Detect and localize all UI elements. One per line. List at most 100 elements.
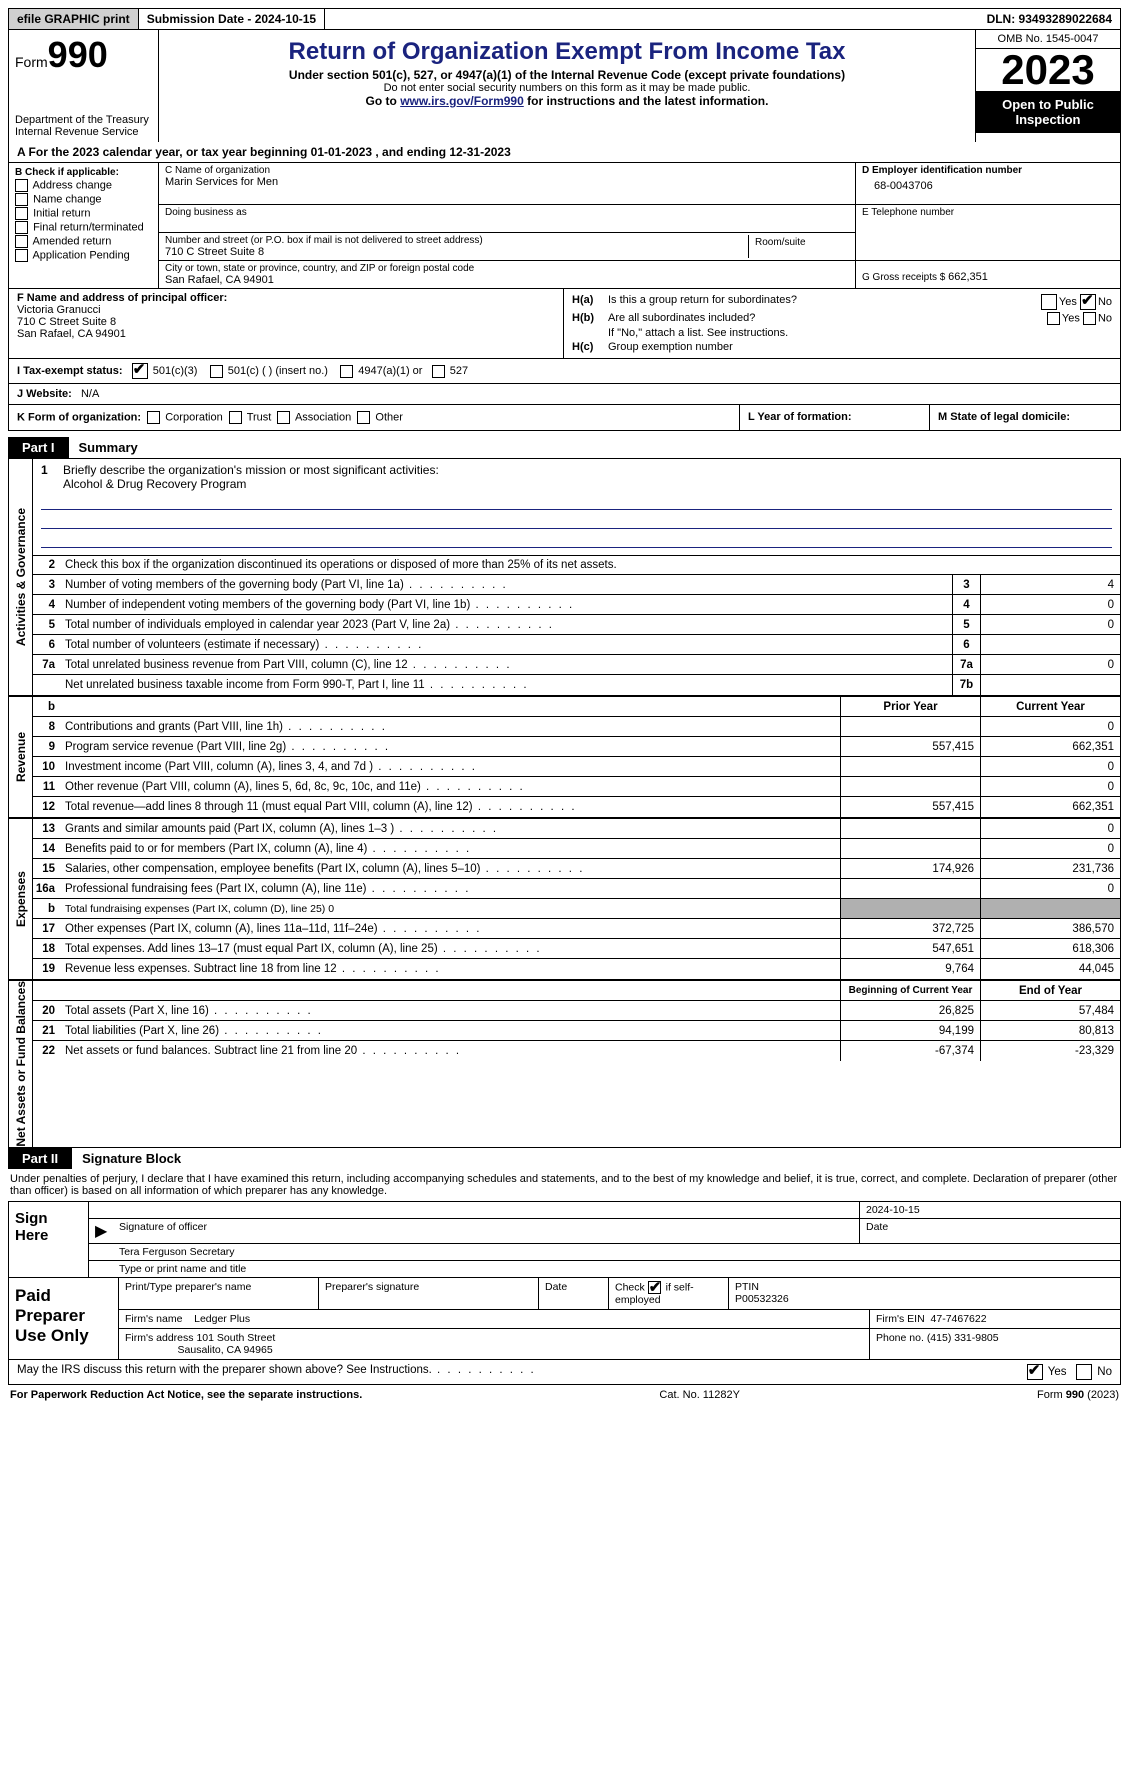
opt-app-pending-label: Application Pending xyxy=(32,249,129,261)
firm-name-row: Firm's name Ledger Plus Firm's EIN 47-74… xyxy=(119,1310,1120,1329)
header-right: OMB No. 1545-0047 2023 Open to Public In… xyxy=(975,30,1120,142)
line-i: I Tax-exempt status: 501(c)(3) 501(c) ( … xyxy=(8,359,1121,384)
room-hint: Room/suite xyxy=(755,237,843,248)
form-title: Return of Organization Exempt From Incom… xyxy=(169,38,965,66)
form-label: Form xyxy=(15,54,48,70)
officer-name: Victoria Granucci xyxy=(17,304,555,316)
street-hint: Number and street (or P.O. box if mail i… xyxy=(165,235,748,246)
k-label: K Form of organization: xyxy=(17,411,141,423)
hb-yes-checkbox[interactable] xyxy=(1047,312,1060,325)
tel-hint: E Telephone number xyxy=(862,207,1114,218)
part-1-title: Summary xyxy=(69,437,148,458)
may-no-checkbox[interactable] xyxy=(1076,1364,1092,1380)
hb-yes-label: Yes xyxy=(1062,312,1080,324)
column-d: D Employer identification number 68-0043… xyxy=(855,163,1120,288)
hb-label: H(b) xyxy=(572,312,604,324)
gross-cell: G Gross receipts $ 662,351 xyxy=(856,261,1120,285)
sig-date-row: 2024-10-15 xyxy=(89,1202,1120,1219)
exp-row-13: 13Grants and similar amounts paid (Part … xyxy=(33,819,1120,839)
paperwork-notice: For Paperwork Reduction Act Notice, see … xyxy=(10,1389,362,1401)
form-subtitle-3: Go to www.irs.gov/Form990 for instructio… xyxy=(169,94,965,108)
line-2: 2 Check this box if the organization dis… xyxy=(33,555,1120,575)
hb-no-checkbox[interactable] xyxy=(1083,312,1096,325)
open-inspection: Open to Public Inspection xyxy=(976,91,1120,133)
k-trust-label: Trust xyxy=(247,411,272,423)
mission-prompt: Briefly describe the organization's miss… xyxy=(63,463,439,477)
gov-row-7b: Net unrelated business taxable income fr… xyxy=(33,675,1120,695)
efile-print-button[interactable]: efile GRAPHIC print xyxy=(9,9,139,29)
exp-row-15: 15Salaries, other compensation, employee… xyxy=(33,859,1120,879)
501c3-label: 501(c)(3) xyxy=(153,365,198,377)
ha-no-label: No xyxy=(1098,296,1112,308)
527-checkbox[interactable] xyxy=(432,365,445,378)
form-number: Form990 xyxy=(15,34,152,76)
opt-app-pending[interactable]: Application Pending xyxy=(15,249,152,262)
dln-label: DLN: 93493289022684 xyxy=(979,9,1120,29)
opt-initial-return[interactable]: Initial return xyxy=(15,207,152,220)
ha-label: H(a) xyxy=(572,294,604,306)
line-2-desc: Check this box if the organization disco… xyxy=(61,557,1120,573)
4947-label: 4947(a)(1) or xyxy=(358,365,422,377)
gov-section: Activities & Governance 1Briefly describ… xyxy=(8,458,1121,696)
hb-note: If "No," attach a list. See instructions… xyxy=(608,327,1112,339)
sig-date-hint: Date xyxy=(860,1219,1120,1243)
officer-h-row: F Name and address of principal officer:… xyxy=(8,289,1121,359)
opt-final-return[interactable]: Final return/terminated xyxy=(15,221,152,234)
city-cell: City or town, state or province, country… xyxy=(159,261,855,288)
gov-row-3: 3Number of voting members of the governi… xyxy=(33,575,1120,595)
ein-value: 68-0043706 xyxy=(862,176,1114,192)
goto-post: for instructions and the latest informat… xyxy=(524,94,769,108)
year-formation: L Year of formation: xyxy=(740,405,930,430)
paid-preparer-grid: Paid Preparer Use Only Print/Type prepar… xyxy=(8,1278,1121,1360)
sig-name-hint-row: Type or print name and title xyxy=(89,1261,1120,1277)
opt-initial-return-label: Initial return xyxy=(33,207,90,219)
website-label: J Website: xyxy=(17,388,72,400)
self-employed-checkbox[interactable] xyxy=(648,1281,661,1294)
header-left: Form990 Department of the Treasury Inter… xyxy=(9,30,159,142)
org-name: Marin Services for Men xyxy=(165,176,849,188)
hb-row: H(b) Are all subordinates included? Yes … xyxy=(572,312,1112,325)
self-employed-cell: Check if self-employed xyxy=(609,1278,729,1309)
exp-row-16a: 16aProfessional fundraising fees (Part I… xyxy=(33,879,1120,899)
opt-final-return-label: Final return/terminated xyxy=(33,221,144,233)
may-no-label: No xyxy=(1097,1366,1112,1378)
irs-link[interactable]: www.irs.gov/Form990 xyxy=(400,94,524,108)
ha-yes-checkbox[interactable] xyxy=(1041,294,1057,310)
exp-row-19: 19Revenue less expenses. Subtract line 1… xyxy=(33,959,1120,979)
501c3-checkbox[interactable] xyxy=(132,363,148,379)
may-yes-checkbox[interactable] xyxy=(1027,1364,1043,1380)
form-990: 990 xyxy=(48,34,108,75)
ha-no-checkbox[interactable] xyxy=(1080,294,1096,310)
4947-checkbox[interactable] xyxy=(340,365,353,378)
current-year-label: Current Year xyxy=(980,697,1120,716)
hb-note-row: If "No," attach a list. See instructions… xyxy=(572,327,1112,339)
gov-row-7a: 7aTotal unrelated business revenue from … xyxy=(33,655,1120,675)
501c-checkbox[interactable] xyxy=(210,365,223,378)
k-corp-checkbox[interactable] xyxy=(147,411,160,424)
net-row-20: 20Total assets (Part X, line 16)26,82557… xyxy=(33,1001,1120,1021)
net-row-22: 22Net assets or fund balances. Subtract … xyxy=(33,1041,1120,1061)
k-assoc-checkbox[interactable] xyxy=(277,411,290,424)
state-domicile: M State of legal domicile: xyxy=(930,405,1120,430)
end-year-label: End of Year xyxy=(980,981,1120,1000)
opt-address-change[interactable]: Address change xyxy=(15,179,152,192)
exp-row-17: 17Other expenses (Part IX, column (A), l… xyxy=(33,919,1120,939)
dept-irs: Internal Revenue Service xyxy=(15,126,152,138)
firm-phone: (415) 331-9805 xyxy=(927,1332,999,1344)
opt-amended-return[interactable]: Amended return xyxy=(15,235,152,248)
k-other-checkbox[interactable] xyxy=(357,411,370,424)
arrow-icon-2: ▶ xyxy=(89,1219,113,1243)
dba-cell: Doing business as xyxy=(159,205,855,233)
exp-row-b: bTotal fundraising expenses (Part IX, co… xyxy=(33,899,1120,919)
k-corp-label: Corporation xyxy=(165,411,222,423)
org-info-grid: B Check if applicable: Address change Na… xyxy=(8,163,1121,289)
preparer-header-row: Print/Type preparer's name Preparer's si… xyxy=(119,1278,1120,1310)
k-trust-checkbox[interactable] xyxy=(229,411,242,424)
form-subtitle-2: Do not enter social security numbers on … xyxy=(169,82,965,94)
ha-yn: Yes No xyxy=(1041,294,1112,310)
firm-addr-row: Firm's address 101 South Street Sausalit… xyxy=(119,1329,1120,1359)
opt-address-change-label: Address change xyxy=(32,179,112,191)
opt-name-change[interactable]: Name change xyxy=(15,193,152,206)
beginning-year-label: Beginning of Current Year xyxy=(840,981,980,1000)
part-1-header: Part I Summary xyxy=(8,437,1121,458)
